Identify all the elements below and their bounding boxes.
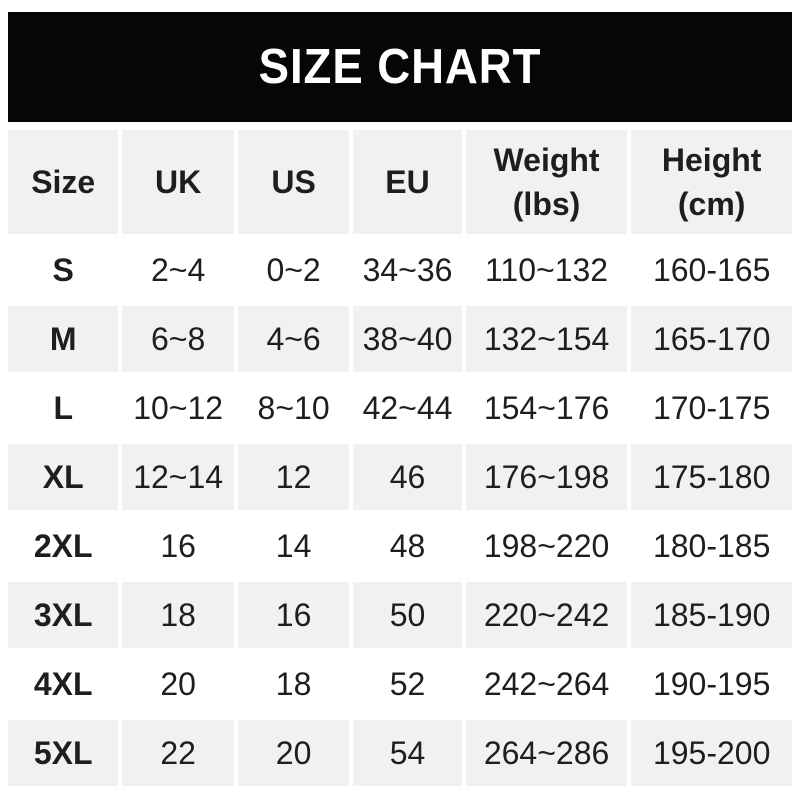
cell-eu: 48 xyxy=(353,513,462,579)
cell-weight: 110~132 xyxy=(465,237,628,303)
header-cell-weight: Weight (lbs) xyxy=(465,130,628,234)
page-title: SIZE CHART xyxy=(258,40,542,94)
cell-us: 4~6 xyxy=(237,306,350,372)
cell-size: L xyxy=(8,375,119,441)
cell-height: 170-175 xyxy=(631,375,792,441)
cell-us: 8~10 xyxy=(237,375,350,441)
cell-height: 165-170 xyxy=(631,306,792,372)
header-cell-us: US xyxy=(237,130,350,234)
cell-uk: 10~12 xyxy=(122,375,234,441)
cell-us: 16 xyxy=(237,582,350,648)
cell-eu: 34~36 xyxy=(353,237,462,303)
cell-height: 175-180 xyxy=(631,444,792,510)
cell-us: 18 xyxy=(237,651,350,717)
cell-weight: 176~198 xyxy=(465,444,628,510)
cell-height: 160-165 xyxy=(631,237,792,303)
cell-weight: 264~286 xyxy=(465,720,628,786)
cell-us: 12 xyxy=(237,444,350,510)
cell-size: 3XL xyxy=(8,582,119,648)
header-cell-eu: EU xyxy=(353,130,462,234)
cell-weight: 198~220 xyxy=(465,513,628,579)
cell-eu: 52 xyxy=(353,651,462,717)
header-cell-uk: UK xyxy=(122,130,234,234)
cell-weight: 154~176 xyxy=(465,375,628,441)
cell-us: 14 xyxy=(237,513,350,579)
cell-weight: 242~264 xyxy=(465,651,628,717)
cell-eu: 38~40 xyxy=(353,306,462,372)
cell-size: XL xyxy=(8,444,119,510)
cell-height: 185-190 xyxy=(631,582,792,648)
cell-eu: 54 xyxy=(353,720,462,786)
cell-size: 2XL xyxy=(8,513,119,579)
cell-eu: 42~44 xyxy=(353,375,462,441)
cell-height: 195-200 xyxy=(631,720,792,786)
size-table: Size UK US EU Weight (lbs) Height (cm) S… xyxy=(8,130,792,786)
cell-uk: 22 xyxy=(122,720,234,786)
cell-weight: 132~154 xyxy=(465,306,628,372)
cell-uk: 2~4 xyxy=(122,237,234,303)
cell-uk: 12~14 xyxy=(122,444,234,510)
cell-us: 0~2 xyxy=(237,237,350,303)
cell-uk: 18 xyxy=(122,582,234,648)
cell-height: 180-185 xyxy=(631,513,792,579)
cell-weight: 220~242 xyxy=(465,582,628,648)
cell-size: M xyxy=(8,306,119,372)
size-chart-banner: SIZE CHART xyxy=(8,12,792,122)
cell-eu: 50 xyxy=(353,582,462,648)
cell-size: 4XL xyxy=(8,651,119,717)
cell-size: S xyxy=(8,237,119,303)
cell-uk: 6~8 xyxy=(122,306,234,372)
cell-uk: 20 xyxy=(122,651,234,717)
cell-uk: 16 xyxy=(122,513,234,579)
cell-us: 20 xyxy=(237,720,350,786)
cell-height: 190-195 xyxy=(631,651,792,717)
header-cell-height: Height (cm) xyxy=(631,130,792,234)
cell-eu: 46 xyxy=(353,444,462,510)
cell-size: 5XL xyxy=(8,720,119,786)
header-cell-size: Size xyxy=(8,130,119,234)
